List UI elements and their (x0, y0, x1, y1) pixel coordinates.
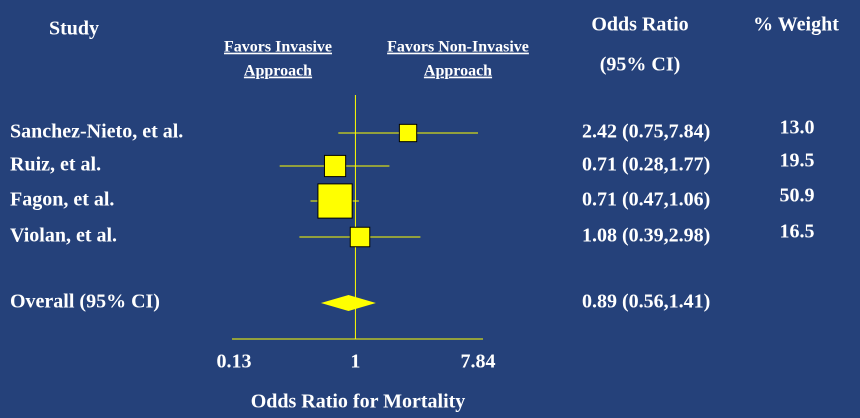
or-header: Odds Ratio (591, 14, 688, 36)
weight-label: 50.9 (780, 185, 815, 207)
weight-label: 19.5 (780, 150, 815, 172)
study-label: Ruiz, et al. (10, 154, 101, 176)
effect-square (349, 226, 371, 248)
weight-label: 13.0 (780, 117, 815, 139)
study-header: Study (49, 18, 99, 40)
favors-left: Approach (244, 63, 312, 80)
value-label: 0.71 (0.28,1.77) (582, 154, 710, 176)
or-header: (95% CI) (600, 54, 681, 76)
overall-value-label: 0.89 (0.56,1.41) (582, 291, 710, 313)
value-label: 2.42 (0.75,7.84) (582, 121, 710, 143)
effect-square (398, 123, 418, 143)
x-tick-label: 0.13 (217, 351, 252, 373)
overall-diamond (320, 295, 376, 311)
effect-square (317, 183, 353, 219)
weight-header: % Weight (753, 14, 839, 36)
value-label: 1.08 (0.39,2.98) (582, 225, 710, 247)
favors-left: Favors Invasive (224, 39, 332, 56)
x-tick-label: 7.84 (461, 351, 496, 373)
favors-right: Favors Non-Invasive (387, 39, 529, 56)
study-label: Fagon, et al. (10, 189, 114, 211)
study-label: Sanchez-Nieto, et al. (10, 121, 183, 143)
x-axis-label: Odds Ratio for Mortality (251, 391, 466, 413)
weight-label: 16.5 (780, 221, 815, 243)
study-label: Violan, et al. (10, 225, 117, 247)
effect-square (323, 154, 347, 178)
overall-label: Overall (95% CI) (10, 291, 160, 313)
x-tick-label: 1 (350, 351, 360, 373)
favors-right: Approach (424, 63, 492, 80)
value-label: 0.71 (0.47,1.06) (582, 189, 710, 211)
